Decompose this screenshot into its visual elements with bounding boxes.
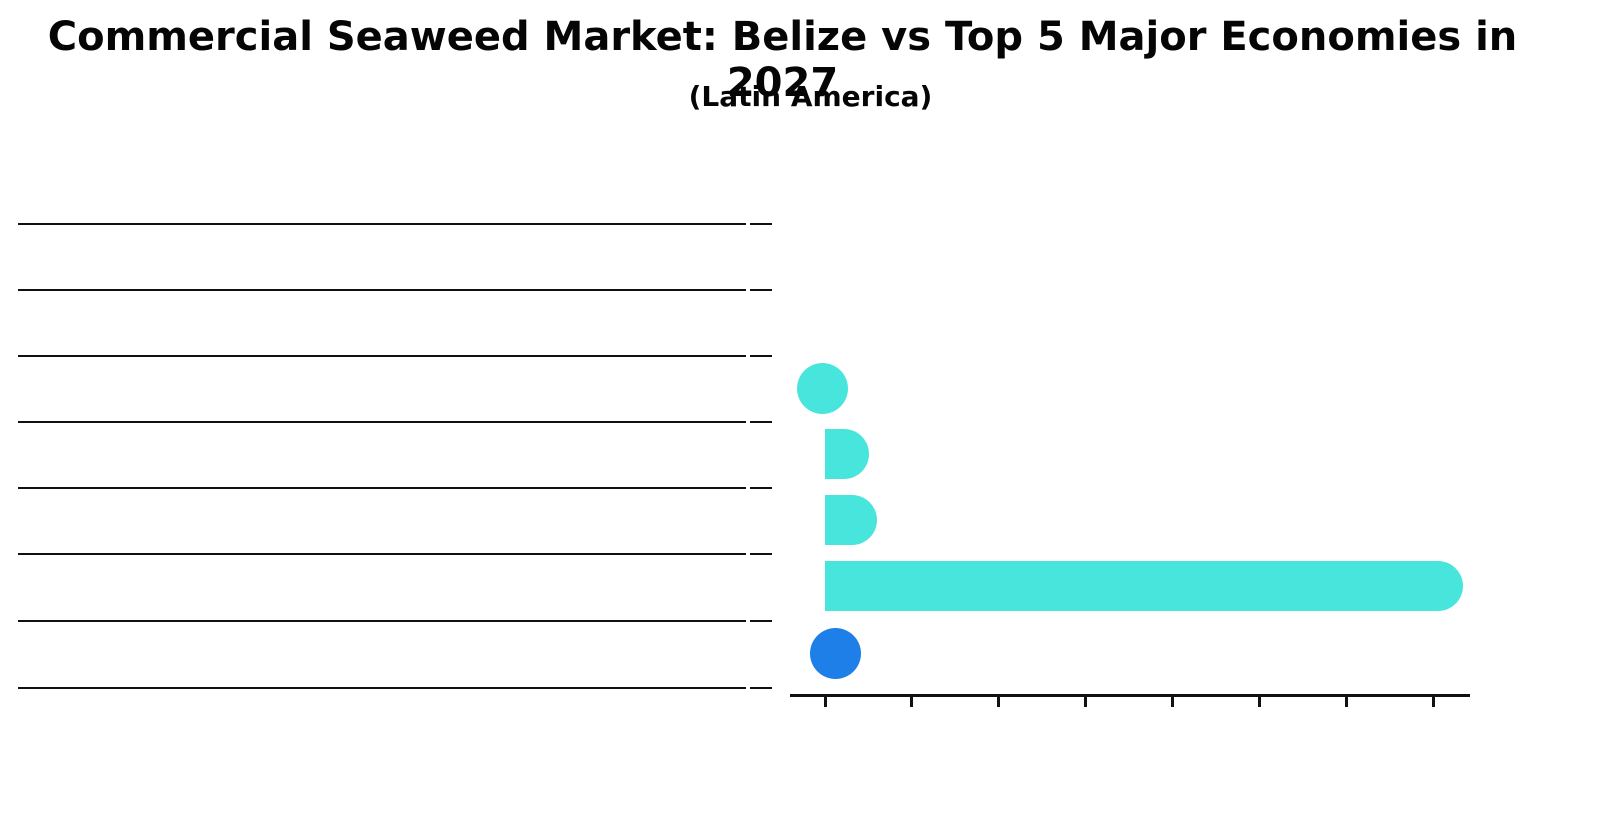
table-row-separator <box>18 553 746 555</box>
x-axis-tick <box>1431 695 1435 707</box>
table-row-separator <box>18 620 746 622</box>
table-row-separator <box>18 421 746 423</box>
x-axis-line <box>790 694 1470 697</box>
x-axis-tick <box>1170 695 1174 707</box>
table-row-separator <box>18 687 746 689</box>
bar-chile <box>825 561 1463 611</box>
chart-title: Commercial Seaweed Market: Belize vs Top… <box>47 14 1518 106</box>
table-row-separator <box>18 487 746 489</box>
bar-belize <box>810 627 862 679</box>
table-row-separator <box>18 223 746 225</box>
y-axis-tick <box>750 355 772 357</box>
bar-mexico <box>796 362 848 414</box>
y-axis-tick <box>750 421 772 423</box>
y-axis-tick <box>750 620 772 622</box>
y-axis-tick <box>750 553 772 555</box>
y-axis-tick <box>750 289 772 291</box>
x-axis-tick <box>1084 695 1088 707</box>
x-axis-tick <box>1257 695 1261 707</box>
table-row-separator <box>18 289 746 291</box>
y-axis-tick <box>750 487 772 489</box>
x-axis-tick <box>910 695 914 707</box>
y-axis-tick <box>750 687 772 689</box>
chart-subtitle: (Latin America) <box>688 80 933 113</box>
table-row-separator <box>18 355 746 357</box>
x-axis-tick <box>1344 695 1348 707</box>
bar-argentina <box>825 429 869 479</box>
x-axis-tick <box>823 695 827 707</box>
x-axis-tick <box>997 695 1001 707</box>
y-axis-tick <box>750 223 772 225</box>
bar-colombia <box>825 495 877 545</box>
